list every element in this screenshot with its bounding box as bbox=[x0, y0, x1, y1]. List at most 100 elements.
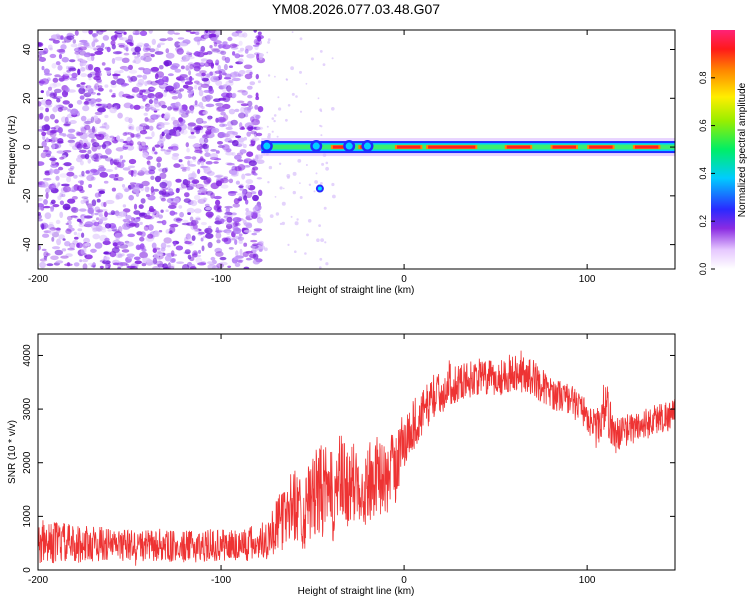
noise-speckle bbox=[190, 131, 195, 135]
noise-speckle bbox=[124, 188, 130, 193]
heatmap-xtick-label: -200 bbox=[28, 274, 48, 285]
noise-speckle bbox=[45, 153, 51, 158]
noise-speckle bbox=[104, 114, 109, 119]
noise-speckle bbox=[122, 93, 131, 98]
noise-speckle bbox=[70, 165, 75, 170]
noise-speckle bbox=[266, 51, 269, 54]
noise-speckle bbox=[153, 101, 162, 108]
noise-speckle bbox=[219, 218, 225, 224]
noise-speckle bbox=[82, 138, 89, 144]
noise-speckle bbox=[234, 262, 241, 267]
noise-speckle bbox=[201, 72, 206, 77]
noise-speckle bbox=[159, 38, 167, 42]
noise-speckle bbox=[256, 217, 263, 224]
noise-speckle bbox=[152, 265, 161, 269]
noise-speckle bbox=[62, 100, 70, 105]
noise-speckle bbox=[119, 211, 127, 217]
noise-speckle bbox=[246, 85, 253, 90]
noise-speckle bbox=[104, 237, 110, 242]
noise-speckle bbox=[112, 242, 118, 247]
noise-speckle bbox=[220, 50, 227, 55]
noise-speckle bbox=[244, 173, 252, 176]
noise-speckle bbox=[148, 99, 153, 105]
noise-speckle bbox=[69, 120, 77, 124]
noise-speckle bbox=[203, 197, 207, 202]
noise-speckle bbox=[139, 123, 148, 127]
noise-speckle bbox=[227, 265, 232, 268]
noise-speckle bbox=[186, 50, 190, 56]
noise-speckle bbox=[247, 94, 253, 99]
noise-speckle bbox=[279, 222, 283, 226]
noise-speckle bbox=[176, 188, 181, 191]
noise-speckle bbox=[154, 175, 162, 183]
noise-speckle bbox=[215, 102, 224, 107]
noise-speckle bbox=[138, 204, 144, 210]
noise-speckle bbox=[156, 220, 164, 224]
noise-speckle bbox=[48, 183, 57, 191]
noise-speckle bbox=[146, 80, 153, 85]
noise-speckle bbox=[179, 163, 185, 169]
noise-speckle bbox=[317, 97, 320, 100]
noise-speckle bbox=[41, 65, 45, 71]
noise-speckle bbox=[154, 92, 164, 99]
noise-speckle bbox=[175, 178, 182, 183]
noise-speckle bbox=[165, 85, 175, 92]
noise-speckle bbox=[193, 36, 203, 42]
noise-speckle bbox=[234, 154, 242, 160]
noise-speckle bbox=[292, 171, 297, 176]
noise-speckle bbox=[84, 242, 91, 247]
noise-speckle bbox=[98, 30, 107, 33]
noise-speckle bbox=[164, 149, 171, 155]
noise-speckle bbox=[182, 264, 190, 269]
noise-speckle bbox=[201, 143, 209, 149]
noise-speckle bbox=[39, 106, 44, 111]
noise-speckle bbox=[185, 142, 189, 148]
noise-speckle bbox=[220, 184, 229, 189]
noise-speckle bbox=[306, 233, 309, 237]
noise-speckle bbox=[59, 156, 65, 160]
noise-speckle bbox=[57, 138, 64, 144]
noise-speckle bbox=[191, 253, 198, 258]
noise-speckle bbox=[274, 196, 277, 198]
noise-speckle bbox=[96, 78, 102, 83]
noise-speckle bbox=[66, 171, 75, 177]
noise-speckle bbox=[223, 63, 228, 71]
noise-speckle bbox=[58, 234, 65, 240]
noise-speckle bbox=[139, 89, 144, 96]
noise-speckle bbox=[145, 125, 150, 130]
noise-speckle bbox=[70, 215, 78, 218]
noise-speckle bbox=[203, 183, 208, 187]
noise-speckle bbox=[122, 226, 130, 230]
noise-speckle bbox=[177, 92, 183, 99]
noise-speckle bbox=[210, 37, 219, 41]
noise-speckle bbox=[92, 227, 98, 233]
noise-speckle bbox=[213, 42, 218, 47]
noise-speckle bbox=[45, 187, 50, 194]
noise-speckle bbox=[160, 247, 166, 252]
noise-speckle bbox=[158, 100, 166, 107]
noise-speckle bbox=[109, 89, 113, 93]
noise-speckle bbox=[230, 170, 238, 176]
carrier-bump-core bbox=[312, 142, 320, 150]
noise-speckle bbox=[254, 104, 259, 110]
noise-speckle bbox=[132, 32, 140, 36]
noise-speckle bbox=[61, 41, 67, 44]
noise-speckle bbox=[224, 73, 232, 78]
noise-speckle bbox=[235, 180, 240, 185]
noise-speckle bbox=[50, 208, 54, 212]
noise-speckle bbox=[91, 41, 96, 48]
noise-speckle bbox=[157, 78, 165, 86]
noise-speckle bbox=[185, 77, 195, 81]
noise-speckle bbox=[79, 39, 88, 43]
noise-speckle bbox=[176, 217, 182, 223]
noise-speckle bbox=[215, 232, 222, 239]
noise-speckle bbox=[95, 98, 102, 103]
noise-speckle bbox=[94, 206, 101, 213]
noise-speckle bbox=[127, 75, 131, 79]
noise-speckle bbox=[44, 100, 53, 108]
noise-speckle bbox=[65, 86, 70, 93]
noise-speckle bbox=[204, 203, 210, 207]
noise-speckle bbox=[68, 224, 73, 228]
noise-speckle bbox=[193, 65, 201, 72]
noise-speckle bbox=[239, 47, 245, 52]
